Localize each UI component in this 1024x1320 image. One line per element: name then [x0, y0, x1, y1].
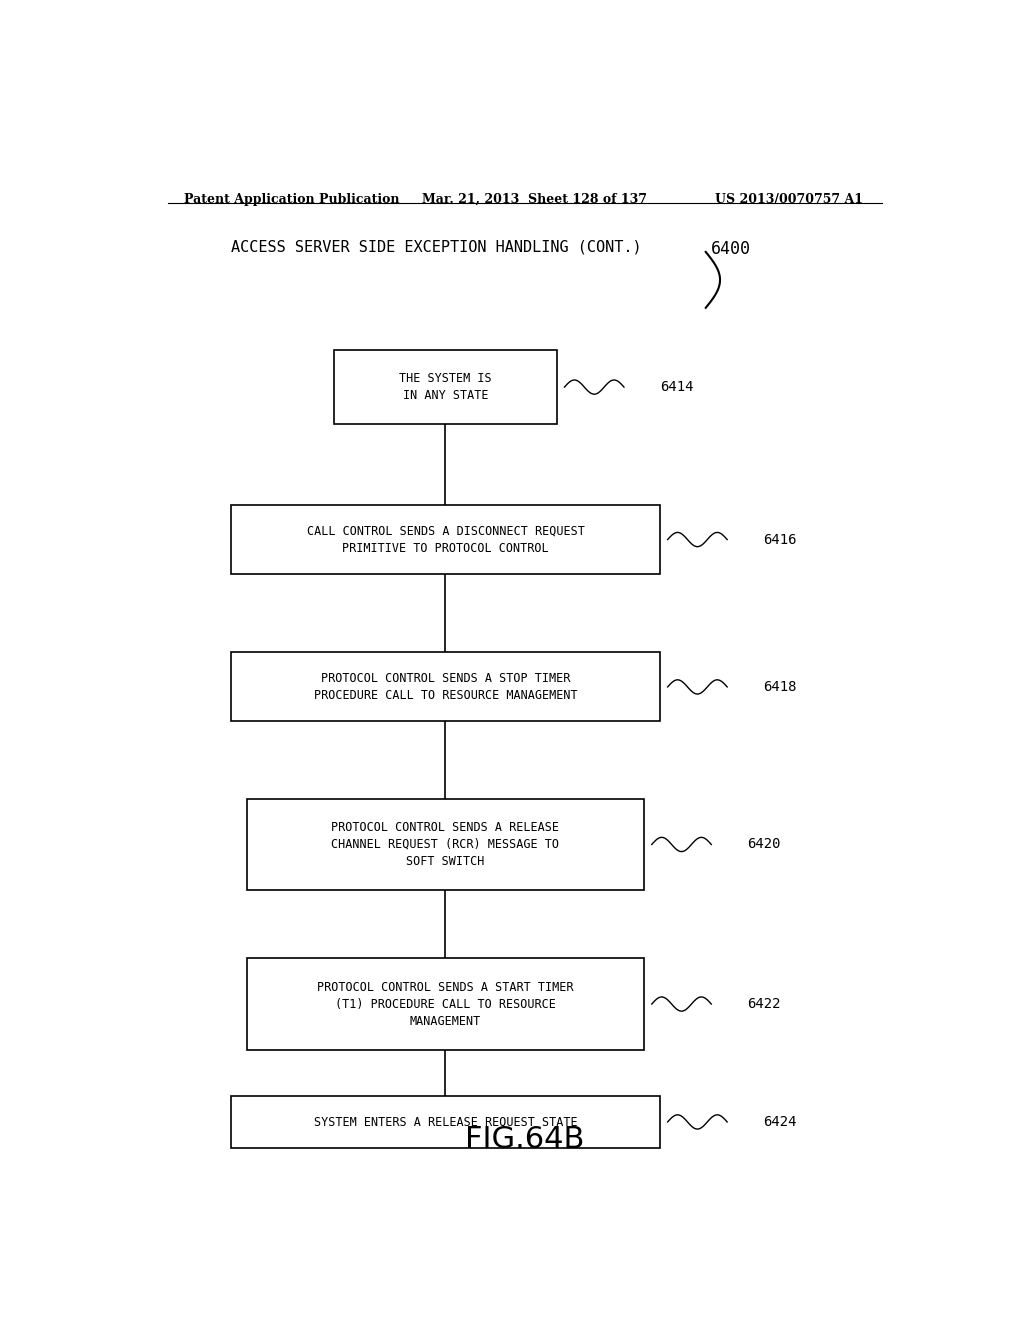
Text: 6424: 6424: [763, 1115, 797, 1129]
Text: ACCESS SERVER SIDE EXCEPTION HANDLING (CONT.): ACCESS SERVER SIDE EXCEPTION HANDLING (C…: [231, 240, 642, 255]
Text: 6418: 6418: [763, 680, 797, 694]
Text: PROTOCOL CONTROL SENDS A START TIMER
(T1) PROCEDURE CALL TO RESOURCE
MANAGEMENT: PROTOCOL CONTROL SENDS A START TIMER (T1…: [317, 981, 573, 1027]
Text: US 2013/0070757 A1: US 2013/0070757 A1: [715, 193, 863, 206]
Text: 6422: 6422: [748, 997, 780, 1011]
Text: Patent Application Publication: Patent Application Publication: [183, 193, 399, 206]
FancyBboxPatch shape: [334, 351, 557, 424]
FancyBboxPatch shape: [247, 958, 644, 1049]
FancyBboxPatch shape: [231, 506, 659, 574]
Text: 6420: 6420: [748, 837, 780, 851]
FancyBboxPatch shape: [231, 1096, 659, 1148]
Text: 6414: 6414: [659, 380, 693, 395]
FancyBboxPatch shape: [247, 799, 644, 890]
Text: THE SYSTEM IS
IN ANY STATE: THE SYSTEM IS IN ANY STATE: [399, 372, 492, 403]
FancyBboxPatch shape: [231, 652, 659, 722]
Text: 6416: 6416: [763, 532, 797, 546]
Text: SYSTEM ENTERS A RELEASE REQUEST STATE: SYSTEM ENTERS A RELEASE REQUEST STATE: [313, 1115, 578, 1129]
Text: PROTOCOL CONTROL SENDS A STOP TIMER
PROCEDURE CALL TO RESOURCE MANAGEMENT: PROTOCOL CONTROL SENDS A STOP TIMER PROC…: [313, 672, 578, 702]
Text: CALL CONTROL SENDS A DISCONNECT REQUEST
PRIMITIVE TO PROTOCOL CONTROL: CALL CONTROL SENDS A DISCONNECT REQUEST …: [306, 524, 585, 554]
Text: Mar. 21, 2013  Sheet 128 of 137: Mar. 21, 2013 Sheet 128 of 137: [422, 193, 646, 206]
Text: FIG.64B: FIG.64B: [465, 1126, 585, 1155]
Text: PROTOCOL CONTROL SENDS A RELEASE
CHANNEL REQUEST (RCR) MESSAGE TO
SOFT SWITCH: PROTOCOL CONTROL SENDS A RELEASE CHANNEL…: [332, 821, 559, 869]
Text: 6400: 6400: [712, 240, 752, 257]
